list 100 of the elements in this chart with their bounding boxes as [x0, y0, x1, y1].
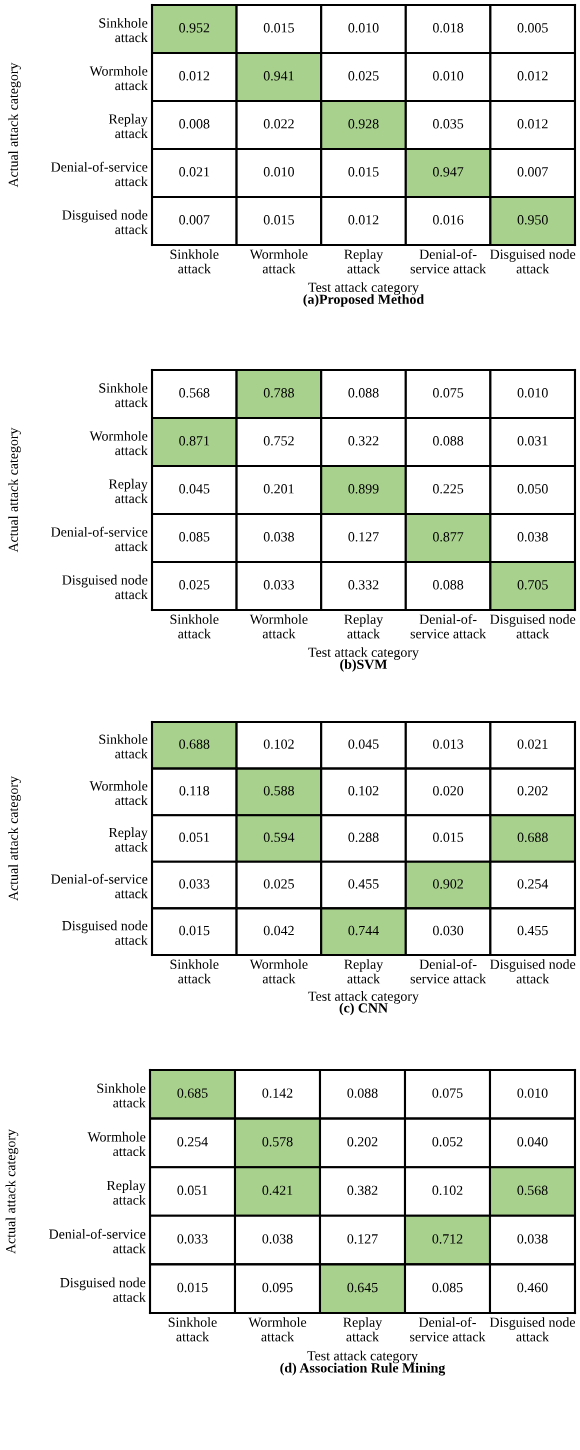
data-label: 0.871	[179, 436, 210, 446]
x-tick-label: Replay attack	[344, 614, 384, 639]
data-label: 0.382	[347, 1185, 378, 1196]
data-label: 0.902	[433, 879, 463, 889]
x-axis-title: Test attack category	[307, 1350, 418, 1364]
data-label: 0.007	[179, 215, 210, 225]
y-tick-label: Denial-of-service attack	[51, 526, 148, 552]
data-label: 0.038	[517, 532, 548, 542]
x-tick-label: Replay attack	[344, 249, 384, 274]
x-axis-title: Test attack category	[308, 282, 419, 295]
data-label: 0.455	[348, 879, 379, 889]
data-label: 0.460	[517, 1282, 548, 1293]
data-label: 0.020	[433, 786, 464, 796]
data-label: 0.033	[263, 580, 294, 590]
data-label: 0.752	[263, 436, 294, 446]
y-tick-label: Wormhole attack	[89, 430, 148, 456]
data-label: 0.012	[179, 71, 210, 81]
x-tick-label: Sinkhole attack	[170, 614, 219, 639]
data-label: 0.952	[179, 23, 210, 33]
y-tick-label: Disguised node attack	[62, 209, 148, 235]
data-label: 0.010	[348, 23, 379, 33]
data-label: 0.705	[517, 580, 548, 590]
data-label: 0.322	[348, 436, 379, 446]
y-tick-label: Denial-of-service attack	[49, 1228, 146, 1254]
x-tick-label: Denial-of- service attack	[410, 959, 487, 984]
x-tick-label: Sinkhole attack	[170, 249, 219, 274]
data-label: 0.102	[263, 739, 294, 749]
data-label: 0.095	[262, 1282, 293, 1293]
x-tick-label: Replay attack	[344, 959, 384, 984]
y-tick-label: Wormhole attack	[87, 1131, 146, 1157]
x-tick-label: Wormhole attack	[248, 1317, 307, 1342]
data-label: 0.085	[179, 532, 210, 542]
data-label: 0.088	[433, 580, 464, 590]
data-label: 0.568	[179, 388, 210, 398]
data-label: 0.685	[177, 1088, 208, 1098]
data-label: 0.455	[517, 925, 548, 936]
data-label: 0.127	[347, 1234, 378, 1244]
data-label: 0.947	[433, 167, 464, 177]
text: (b)SVM	[340, 659, 388, 672]
data-label: 0.015	[263, 23, 294, 33]
data-label: 0.010	[433, 71, 464, 81]
x-tick-label: Wormhole attack	[249, 614, 308, 639]
data-label: 0.088	[433, 436, 464, 446]
data-label: 0.045	[179, 484, 210, 494]
data-label: 0.127	[348, 532, 379, 542]
x-tick-label: Replay attack	[343, 1317, 383, 1342]
x-tick-label: Sinkhole attack	[168, 1317, 217, 1342]
y-tick-label: Wormhole attack	[89, 780, 148, 806]
y-tick-label: Disguised node attack	[62, 574, 148, 600]
data-label: 0.012	[517, 119, 548, 129]
y-tick-label: Replay attack	[108, 478, 148, 504]
data-label: 0.010	[517, 1088, 548, 1098]
data-label: 0.225	[433, 484, 464, 494]
data-label: 0.045	[348, 739, 379, 749]
data-label: 0.332	[348, 580, 379, 590]
data-label: 0.899	[348, 484, 379, 494]
data-label: 0.568	[517, 1185, 548, 1196]
x-tick-label: Disguised node attack	[490, 959, 576, 984]
y-tick-label: Disguised node attack	[62, 920, 148, 945]
data-label: 0.015	[348, 167, 379, 177]
data-label: 0.202	[347, 1137, 378, 1147]
data-label: 0.052	[432, 1137, 463, 1147]
data-label: 0.010	[263, 167, 294, 177]
data-label: 0.018	[433, 23, 464, 33]
data-label: 0.012	[517, 71, 548, 81]
data-label: 0.202	[517, 786, 548, 796]
data-label: 0.075	[432, 1088, 463, 1098]
data-label: 0.421	[262, 1185, 293, 1196]
data-label: 0.008	[179, 119, 210, 129]
data-label: 0.288	[348, 832, 379, 843]
data-label: 0.033	[179, 879, 210, 889]
data-label: 0.007	[517, 167, 548, 177]
data-label: 0.950	[517, 215, 548, 225]
data-label: 0.005	[517, 23, 548, 33]
data-label: 0.254	[177, 1137, 208, 1147]
x-tick-label: Denial-of- service attack	[410, 1317, 486, 1342]
data-label: 0.928	[348, 119, 379, 129]
data-label: 0.025	[263, 879, 294, 889]
y-axis-title: Actual attack category	[8, 776, 21, 901]
data-label: 0.035	[433, 119, 464, 129]
data-label: 0.038	[263, 532, 294, 542]
y-tick-label: Replay attack	[108, 827, 148, 852]
x-axis-title: Test attack category	[308, 647, 419, 660]
data-label: 0.033	[177, 1234, 208, 1244]
data-label: 0.040	[517, 1137, 548, 1147]
x-tick-label: Disguised node attack	[490, 249, 576, 274]
data-label: 0.254	[517, 879, 549, 889]
data-label: 0.015	[433, 832, 464, 843]
text: (c) CNN	[339, 1002, 388, 1016]
y-tick-label: Sinkhole attack	[97, 1083, 146, 1108]
data-label: 0.118	[179, 786, 210, 796]
x-tick-label: Wormhole attack	[249, 249, 308, 274]
y-tick-label: Disguised node attack	[60, 1277, 146, 1302]
data-label: 0.013	[433, 739, 464, 749]
data-label: 0.142	[262, 1088, 293, 1098]
y-tick-label: Wormhole attack	[89, 65, 148, 91]
data-label: 0.030	[433, 925, 464, 936]
y-tick-label: Sinkhole attack	[99, 382, 148, 408]
data-label: 0.788	[263, 388, 294, 398]
data-label: 0.085	[432, 1282, 463, 1293]
